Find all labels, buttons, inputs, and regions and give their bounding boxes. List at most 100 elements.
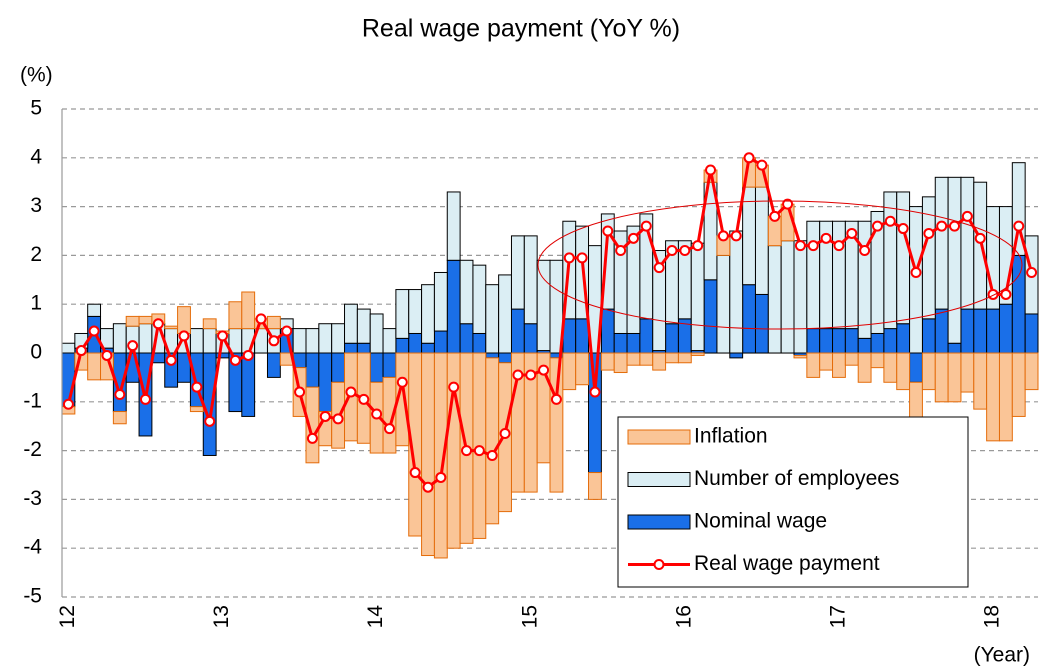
bar-segment xyxy=(729,352,744,359)
bar-segment xyxy=(228,301,243,330)
y-tick-label: 5 xyxy=(30,97,42,120)
bar-segment xyxy=(883,191,898,330)
legend-swatch xyxy=(627,472,691,487)
bar-segment xyxy=(665,323,679,354)
bar-segment xyxy=(562,352,577,391)
bar-segment xyxy=(459,259,474,325)
bar-segment xyxy=(973,352,988,410)
line-marker xyxy=(897,223,909,235)
bar-segment xyxy=(356,342,371,354)
line-marker xyxy=(62,398,74,410)
bar-segment xyxy=(934,308,949,354)
line-marker xyxy=(499,428,511,440)
y-tick-label: -3 xyxy=(23,487,42,510)
bar-segment xyxy=(138,315,153,325)
line-marker xyxy=(217,330,229,342)
line-marker xyxy=(512,369,524,381)
y-tick-label: 2 xyxy=(30,243,42,266)
bar-segment xyxy=(485,352,500,359)
bar-segment xyxy=(382,328,397,354)
bar-segment xyxy=(472,264,487,334)
bar-segment xyxy=(909,381,923,420)
line-marker xyxy=(127,340,139,352)
line-marker xyxy=(961,210,973,222)
bar-segment xyxy=(819,352,834,371)
line-marker xyxy=(204,415,216,427)
line-marker xyxy=(139,393,151,405)
bar-segment xyxy=(844,328,859,354)
bar-segment xyxy=(408,332,423,354)
bar-segment xyxy=(202,318,217,330)
bar-segment xyxy=(960,176,975,310)
bar-segment xyxy=(331,323,346,354)
bar-segment xyxy=(459,323,474,354)
bar-segment xyxy=(138,323,153,354)
bar-segment xyxy=(960,308,975,354)
line-marker xyxy=(114,388,126,400)
line-marker xyxy=(627,232,639,244)
bar-segment xyxy=(844,352,859,366)
bar-segment xyxy=(292,328,307,354)
line-marker xyxy=(152,318,164,330)
line-marker xyxy=(756,159,768,171)
x-tick-label: 14 xyxy=(364,605,387,629)
x-tick-label: 13 xyxy=(210,605,233,628)
line-marker xyxy=(640,220,652,232)
y-tick-label: 1 xyxy=(30,292,42,315)
line-marker xyxy=(846,227,858,239)
bar-segment xyxy=(754,186,769,295)
bar-segment xyxy=(177,306,191,334)
bar-segment xyxy=(421,284,435,344)
line-marker xyxy=(396,376,408,388)
bar-segment xyxy=(575,318,590,354)
line-marker xyxy=(525,369,537,381)
bar-segment xyxy=(998,303,1013,354)
bar-segment xyxy=(549,357,564,493)
bar-segment xyxy=(498,274,512,354)
line-marker xyxy=(165,354,177,366)
bar-segment xyxy=(266,315,281,330)
bar-segment xyxy=(523,323,538,354)
bar-segment xyxy=(472,332,487,354)
bar-segment xyxy=(883,352,898,383)
line-marker xyxy=(820,232,832,244)
bar-segment xyxy=(318,323,333,354)
bar-segment xyxy=(832,220,846,330)
line-marker xyxy=(576,252,588,264)
line-marker xyxy=(987,288,999,300)
line-marker xyxy=(717,230,729,242)
line-marker xyxy=(422,481,434,493)
chart-title: Real wage payment (YoY %) xyxy=(362,15,680,43)
bar-segment xyxy=(202,352,217,456)
bar-segment xyxy=(832,328,846,354)
line-marker xyxy=(550,393,562,405)
bar-segment xyxy=(433,330,448,354)
line-marker xyxy=(782,198,794,210)
x-tick-label: 18 xyxy=(981,605,1004,628)
bar-segment xyxy=(613,332,628,354)
line-marker xyxy=(268,335,280,347)
legend-label: Nominal wage xyxy=(694,510,827,533)
bar-segment xyxy=(819,328,834,354)
line-marker xyxy=(345,386,357,398)
bar-segment xyxy=(356,308,371,344)
line-marker xyxy=(281,325,293,337)
y-tick-label: -2 xyxy=(23,438,42,461)
line-marker xyxy=(936,220,948,232)
line-marker xyxy=(1013,220,1025,232)
bar-segment xyxy=(613,352,628,374)
line-marker xyxy=(358,393,370,405)
line-marker xyxy=(88,325,100,337)
bar-segment xyxy=(498,352,512,364)
y-tick-label: 4 xyxy=(30,145,42,168)
bar-segment xyxy=(600,308,615,354)
line-marker xyxy=(769,210,781,222)
bar-segment xyxy=(369,313,384,354)
bar-segment xyxy=(189,328,204,354)
y-tick-label: 0 xyxy=(30,341,42,364)
line-marker xyxy=(653,262,665,274)
bar-segment xyxy=(421,352,435,557)
y-tick-label: 3 xyxy=(30,194,42,217)
line-marker xyxy=(435,471,447,483)
bar-segment xyxy=(241,352,256,417)
